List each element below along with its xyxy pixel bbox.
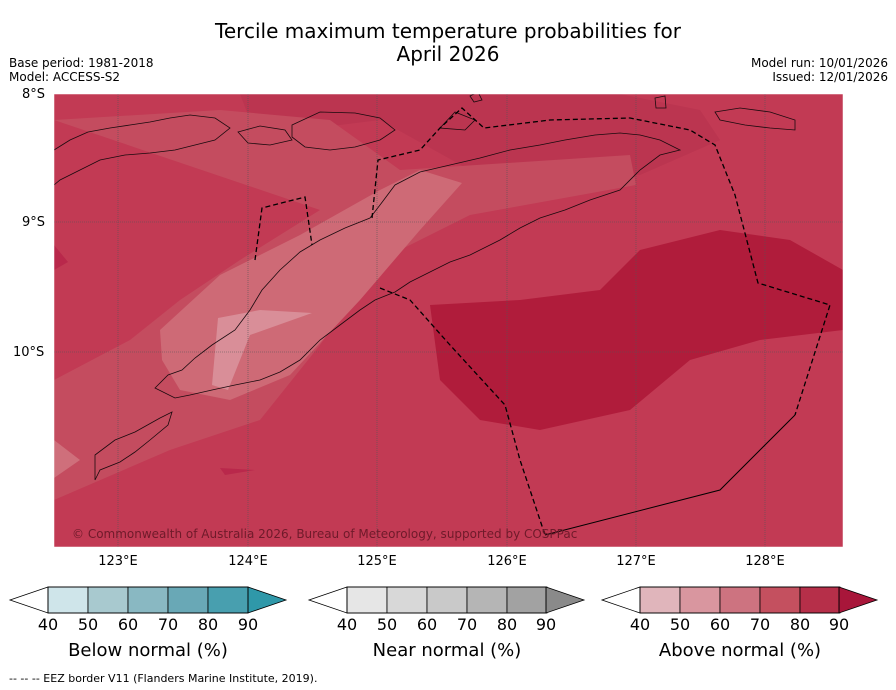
eez-border-north <box>371 107 831 416</box>
coast-alor <box>291 111 396 151</box>
map-title: Tercile maximum temperature probabilitie… <box>0 20 896 66</box>
colorbar-above-tri-low <box>600 586 641 614</box>
meta-right: Model run: 10/01/2026 Issued: 12/01/2026 <box>751 56 888 84</box>
title-line-1: Tercile maximum temperature probabilitie… <box>215 19 681 43</box>
colorbar-below-tri-high <box>247 586 288 614</box>
graticule <box>54 94 843 547</box>
colorbar-near-tick: 90 <box>535 615 557 634</box>
eez-border-south <box>379 287 546 536</box>
colorbar-above-tick: 40 <box>629 615 651 634</box>
lon-label-128e: 128°E <box>745 554 785 569</box>
colorbar-above-outline <box>639 586 840 614</box>
map-frame <box>53 93 844 548</box>
coast-rote <box>94 411 173 481</box>
colorbar-near <box>307 586 586 614</box>
lon-label-124e: 124°E <box>228 554 268 569</box>
colorbar-below-tick: 40 <box>37 615 59 634</box>
colorbar-above-tick: 80 <box>789 615 811 634</box>
colorbar-below-tick: 70 <box>157 615 179 634</box>
eez-border-north-west <box>254 196 313 261</box>
field-dark-south-spot <box>220 468 255 475</box>
coast-flores <box>54 114 231 186</box>
eez-footer-note: -- -- -- EEZ border V11 (Flanders Marine… <box>9 672 318 685</box>
colorbar-above-seg-4 <box>759 586 801 614</box>
colorbar-above-seg-2 <box>679 586 721 614</box>
model-run: Model run: 10/01/2026 <box>750 56 888 70</box>
colorbar-near-seg-4 <box>466 586 508 614</box>
coastlines <box>54 94 796 481</box>
coast-atauro <box>469 94 483 103</box>
colorbar-near-tick: 60 <box>416 615 438 634</box>
colorbar-below-seg-3 <box>127 586 169 614</box>
coast-small-isle <box>654 95 667 109</box>
lat-label-9s: 9°S <box>22 215 46 230</box>
lon-label-126e: 126°E <box>487 554 527 569</box>
lat-label-10s: 10°S <box>13 345 45 360</box>
field-light-southwest <box>54 440 80 478</box>
colorbar-near-seg-5 <box>506 586 548 614</box>
colorbar-below-outline <box>47 586 249 614</box>
colorbar-above-tri-high <box>838 586 879 614</box>
colorbar-below-tick: 80 <box>197 615 219 634</box>
colorbar-near-tri-low <box>307 586 348 614</box>
lon-label-127e: 127°E <box>616 554 656 569</box>
field-darkest-east <box>430 230 843 430</box>
colorbar-below-seg-2 <box>87 586 129 614</box>
colorbar-below-seg-1 <box>47 586 89 614</box>
colorbar-below-tri-low <box>8 586 49 614</box>
colorbar-above-seg-1 <box>639 586 681 614</box>
field-dark-west-spot <box>54 245 68 270</box>
colorbar-above <box>600 586 879 614</box>
colorbar-near-tick: 40 <box>336 615 358 634</box>
issued-date: Issued: 12/01/2026 <box>772 70 888 84</box>
colorbar-above-tick: 90 <box>828 615 850 634</box>
colorbar-near-tick: 50 <box>376 615 398 634</box>
title-line-2: April 2026 <box>396 42 500 66</box>
field-lightest-patch <box>212 310 312 390</box>
colorbar-below-tick: 60 <box>117 615 139 634</box>
coast-timor <box>154 132 682 399</box>
colorbar-near-seg-1 <box>346 586 388 614</box>
colorbar-above-title: Above normal (%) <box>658 640 822 661</box>
lat-label-8s: 8°S <box>22 87 46 102</box>
colorbar-below <box>8 586 288 614</box>
colorbar-below-tick: 50 <box>77 615 99 634</box>
base-period: Base period: 1981-2018 <box>9 56 154 70</box>
colorbar-below-tick: 90 <box>237 615 259 634</box>
colorbar-above-tick: 60 <box>709 615 731 634</box>
colorbar-near-outline <box>346 586 547 614</box>
colorbar-near-title: Near normal (%) <box>372 640 522 661</box>
probability-field <box>54 94 843 547</box>
colorbar-near-tri-high <box>545 586 586 614</box>
colorbar-above-tick: 50 <box>669 615 691 634</box>
copyright-notice: © Commonwealth of Australia 2026, Bureau… <box>72 527 578 541</box>
colorbar-below-seg-4 <box>167 586 209 614</box>
model-name: Model: ACCESS-S2 <box>9 70 121 84</box>
colorbar-above-tick: 70 <box>749 615 771 634</box>
lon-label-123e: 123°E <box>98 554 138 569</box>
colorbar-below-title: Below normal (%) <box>68 640 228 661</box>
lon-label-125e: 125°E <box>357 554 397 569</box>
colorbar-near-seg-2 <box>386 586 428 614</box>
meta-left: Base period: 1981-2018 Model: ACCESS-S2 <box>9 56 154 84</box>
eez-border <box>254 107 831 536</box>
colorbar-near-tick: 70 <box>456 615 478 634</box>
coast-adonara <box>237 125 293 146</box>
colorbar-below-seg-5 <box>207 586 249 614</box>
coast-east-islands <box>714 107 796 131</box>
colorbar-above-seg-3 <box>719 586 761 614</box>
colorbar-above-seg-5 <box>799 586 841 614</box>
colorbar-near-tick: 80 <box>496 615 518 634</box>
eez-border-solid-segment <box>544 414 796 536</box>
colorbar-near-seg-3 <box>426 586 468 614</box>
